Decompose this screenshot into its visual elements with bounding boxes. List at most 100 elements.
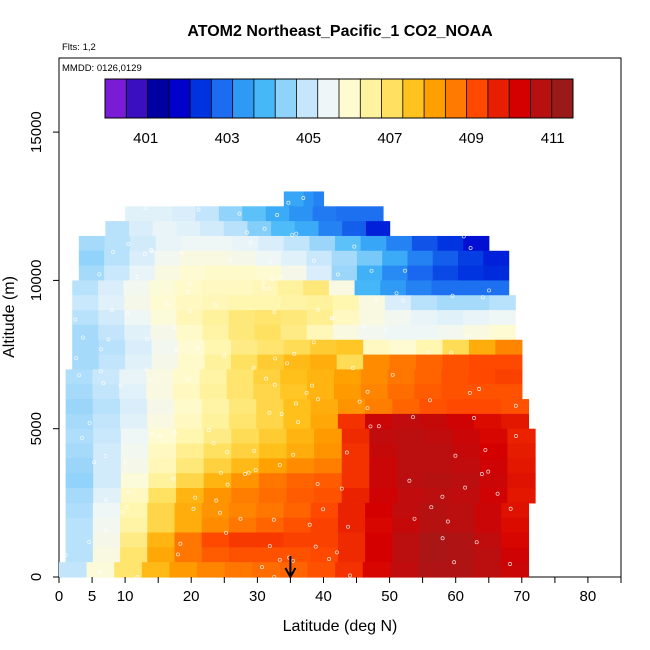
sample-point — [309, 383, 314, 388]
heatmap-cell — [176, 458, 205, 474]
x-axis-label: Latitude (deg N) — [283, 618, 398, 635]
heatmap-cell — [228, 502, 257, 519]
heatmap-cell — [179, 250, 206, 267]
heatmap-cell — [130, 235, 157, 252]
heatmap-cell — [277, 280, 304, 296]
heatmap-cell — [203, 488, 232, 504]
sample-point — [513, 403, 518, 408]
heatmap-cell — [384, 310, 412, 326]
heatmap-cell — [452, 458, 481, 474]
heatmap-cell — [154, 250, 181, 267]
sample-point — [474, 540, 479, 545]
sample-point — [214, 498, 219, 503]
heatmap-cell — [125, 339, 153, 356]
sample-point — [195, 345, 200, 350]
heatmap-cell — [489, 295, 516, 311]
heatmap-cell — [410, 295, 438, 311]
sample-point — [260, 565, 264, 570]
sample-point — [365, 389, 370, 394]
heatmap-cell — [228, 517, 257, 534]
heatmap-cell — [424, 428, 453, 445]
heatmap-cell — [507, 488, 536, 504]
heatmap-cell — [125, 206, 150, 222]
sample-point — [440, 494, 445, 499]
heatmap-cell — [258, 458, 288, 474]
sample-point — [272, 574, 277, 579]
heatmap-cell — [501, 502, 530, 519]
heatmap-cell — [104, 250, 130, 267]
heatmap-cell — [176, 428, 205, 445]
heatmap-cell — [199, 369, 228, 385]
sample-point — [487, 288, 491, 293]
heatmap-cell — [226, 384, 255, 400]
heatmap-cell — [174, 517, 203, 534]
heatmap-cell — [195, 206, 220, 222]
sample-point — [429, 505, 434, 510]
heatmap-cell — [120, 488, 150, 504]
x-tick-label: 50 — [381, 588, 398, 605]
x-tick-label: 5 — [88, 588, 96, 605]
heatmap-cell — [495, 354, 523, 370]
heatmap-cell — [473, 502, 502, 519]
heatmap-cell — [463, 235, 490, 252]
heatmap-cell — [431, 280, 458, 296]
sample-point — [120, 509, 125, 514]
heatmap-cell — [65, 428, 94, 445]
heatmap-cell — [256, 413, 285, 430]
heatmap-cell — [231, 473, 260, 489]
heatmap-cell — [365, 399, 393, 415]
heatmap-cell — [65, 532, 94, 548]
sample-point — [246, 470, 251, 475]
heatmap-cell — [72, 310, 99, 326]
heatmap-cell — [310, 532, 339, 548]
heatmap-cell — [203, 473, 232, 489]
heatmap-cell — [437, 235, 464, 252]
heatmap-cell — [65, 413, 94, 430]
heatmap-cell — [432, 250, 459, 267]
sample-point — [403, 268, 407, 273]
sample-point — [267, 544, 272, 549]
heatmap-cell — [365, 517, 393, 534]
heatmap-cell — [410, 324, 438, 341]
heatmap-cell — [151, 354, 179, 370]
heatmap-cell — [231, 488, 260, 504]
heatmap-cell — [328, 280, 356, 296]
heatmap-cell — [463, 324, 490, 341]
heatmap-cell — [416, 339, 444, 356]
colorbar — [104, 78, 574, 119]
heatmap-cell — [384, 324, 412, 341]
heatmap-cell — [441, 369, 469, 385]
heatmap-cell — [283, 547, 312, 563]
colorbar-swatch — [530, 79, 553, 118]
heatmap-cell — [202, 324, 230, 341]
sample-point — [262, 226, 267, 231]
heatmap-cell — [452, 443, 481, 459]
heatmap-cell — [310, 339, 338, 356]
heatmap-cell — [255, 250, 282, 267]
heatmap-cell — [318, 221, 343, 237]
heatmap-cell — [257, 354, 285, 370]
sample-point — [411, 415, 415, 420]
sample-point — [486, 469, 491, 474]
heatmap-cell — [289, 206, 314, 222]
sample-point — [294, 231, 299, 236]
heatmap-cell — [93, 473, 122, 489]
sample-point — [445, 519, 450, 524]
heatmap-cell — [424, 488, 453, 504]
colorbar-swatch — [275, 79, 297, 118]
x-tick-label: 0 — [55, 588, 63, 605]
heatmap-cell — [356, 265, 383, 282]
sample-point — [178, 541, 183, 546]
sample-point — [383, 327, 388, 332]
heatmap-cell — [332, 324, 360, 341]
sample-point — [87, 421, 92, 426]
heatmap-cell — [155, 235, 182, 252]
heatmap-cell — [341, 458, 370, 474]
heatmap-cell — [226, 280, 253, 296]
heatmap-cell — [72, 280, 99, 296]
sample-point — [425, 350, 430, 355]
heatmap-cell — [281, 250, 307, 267]
heatmap-cell — [98, 324, 125, 341]
heatmap-cell — [306, 250, 333, 267]
heatmap-cell — [148, 458, 177, 474]
